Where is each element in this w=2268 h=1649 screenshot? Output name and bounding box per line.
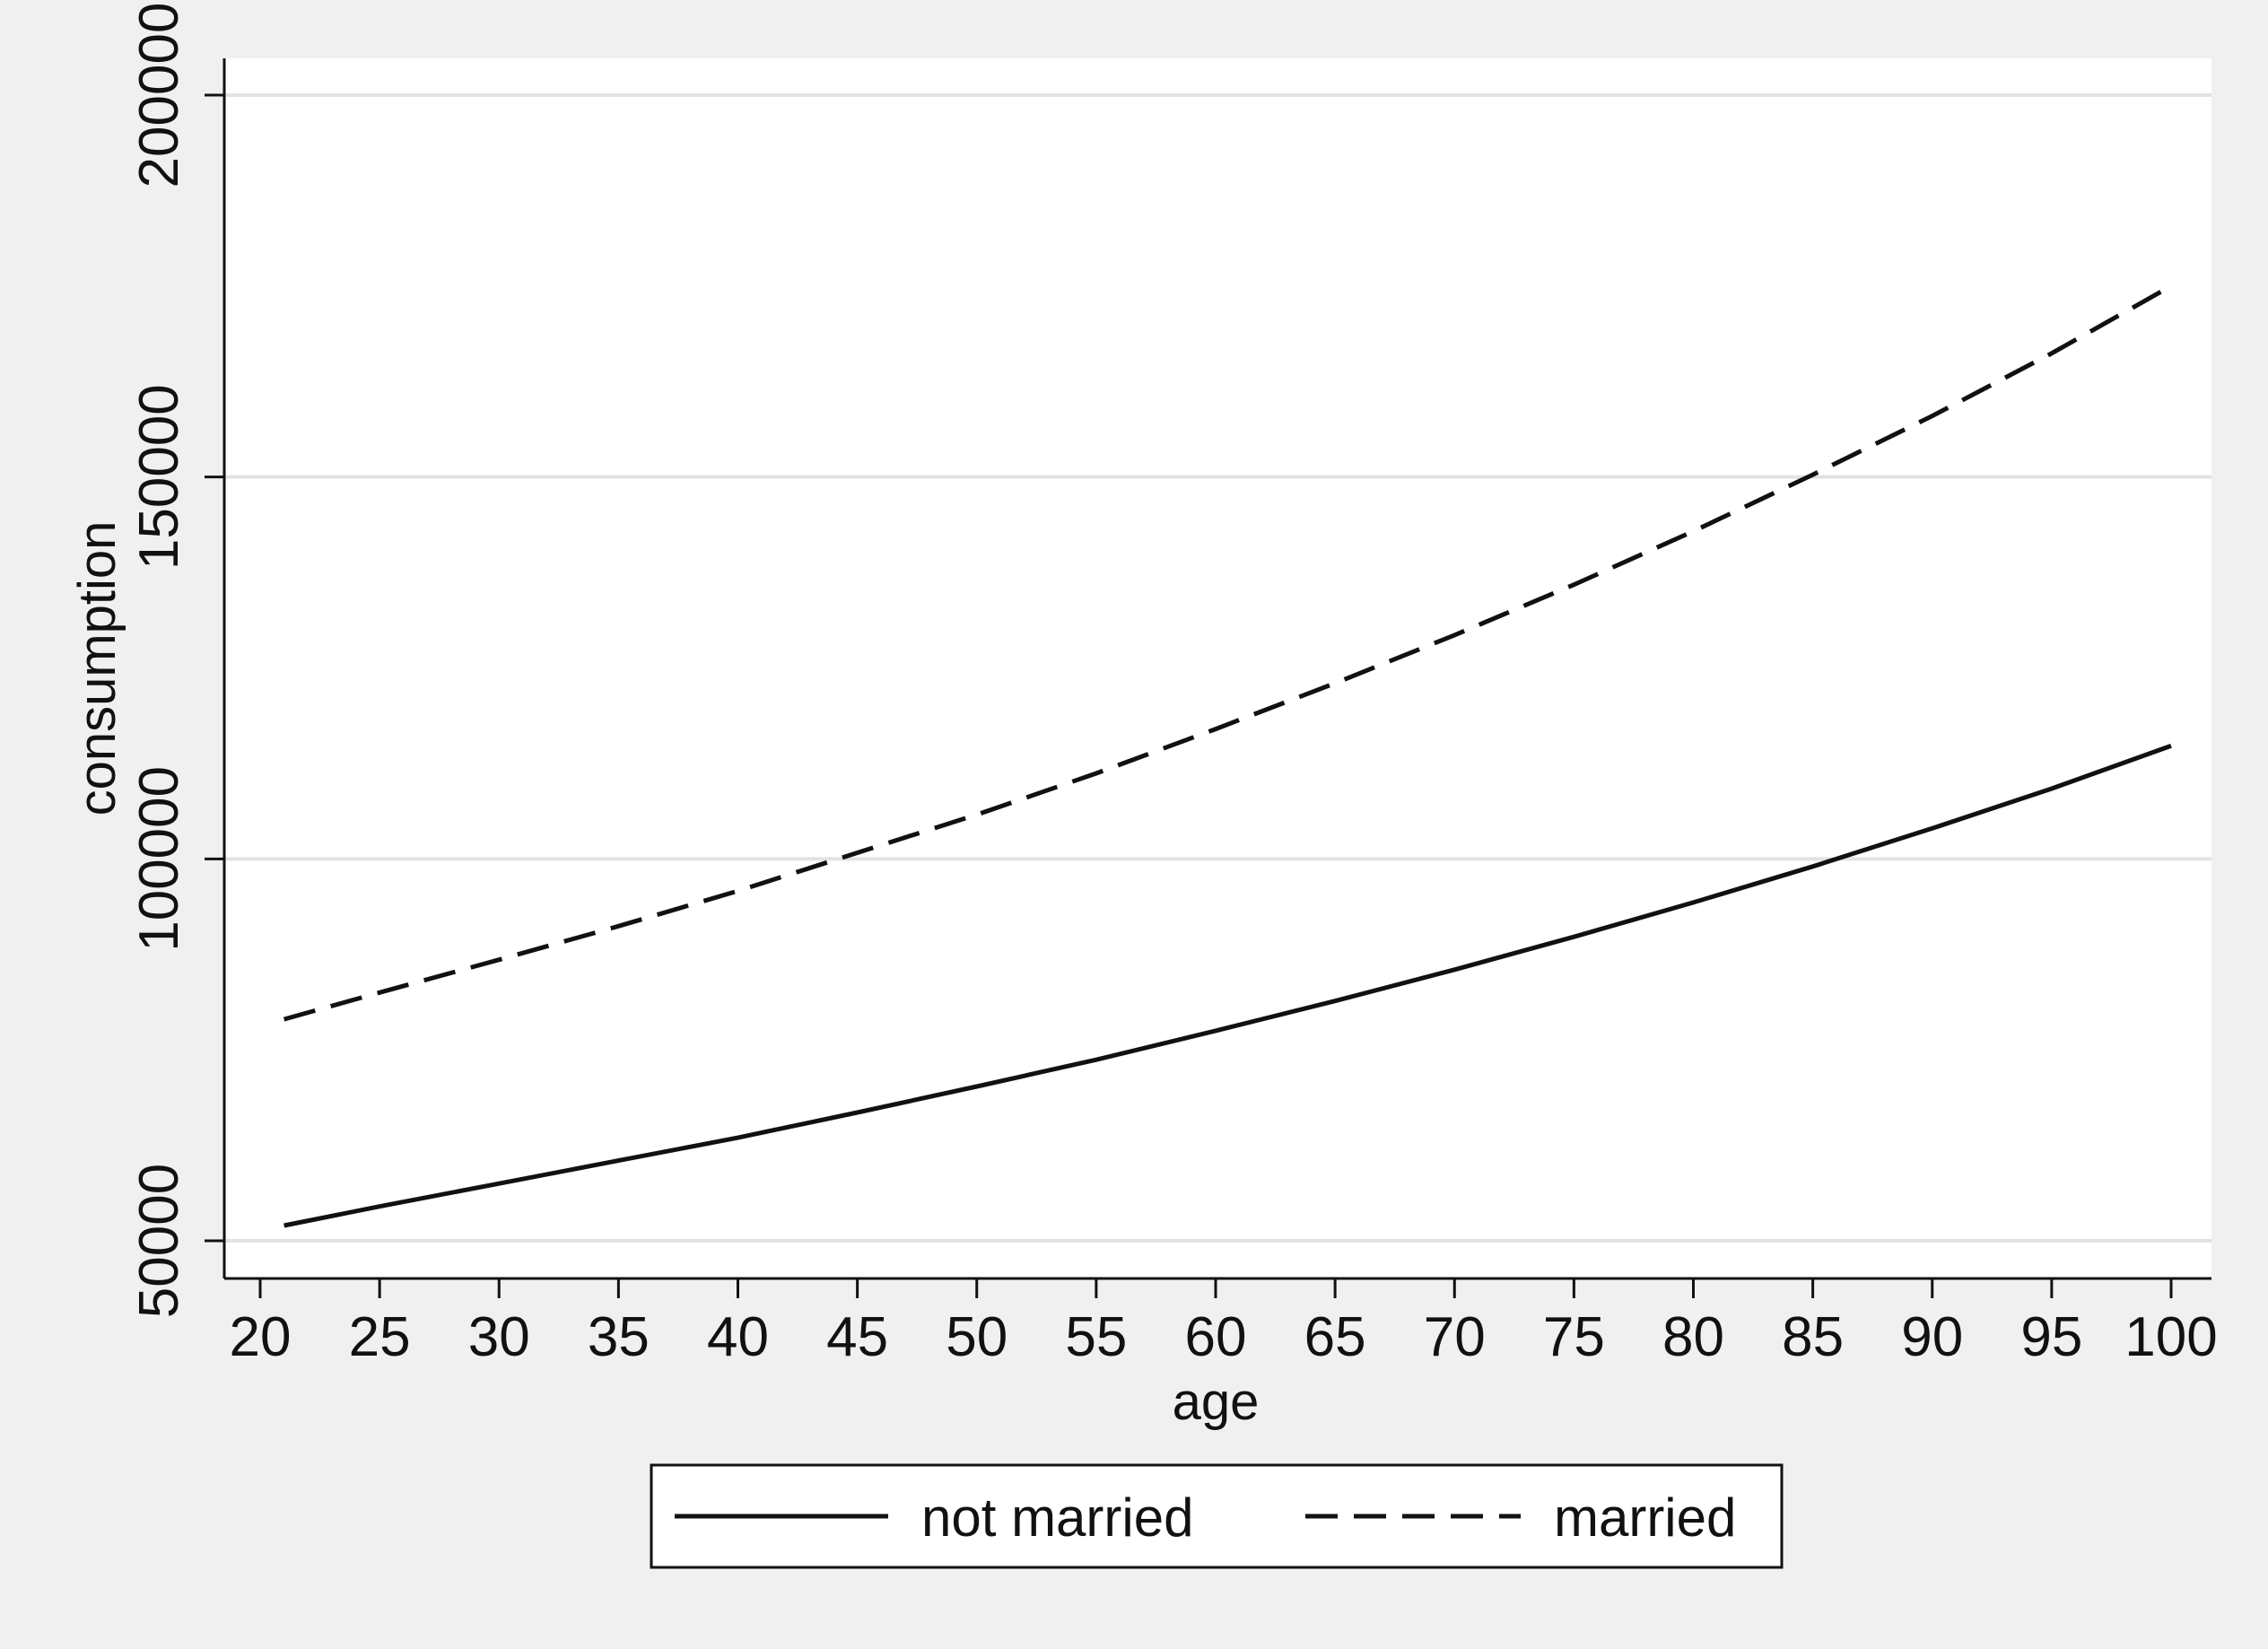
x-tick-label-70: 70 [1424,1306,1486,1368]
legend: not married married [650,1463,1784,1569]
legend-label-married: married [1554,1488,1736,1548]
x-tick-label-20: 20 [230,1306,292,1368]
x-tick-label-50: 50 [946,1306,1008,1368]
series-line-married [283,284,2173,1022]
x-tick-label-35: 35 [588,1306,650,1368]
plot-area [224,58,2211,1278]
x-tick-label-95: 95 [2020,1306,2082,1368]
x-tick-label-45: 45 [826,1306,888,1368]
y-tick-label-50000: 50000 [128,1164,190,1318]
x-tick-label-55: 55 [1065,1306,1127,1368]
x-tick-label-80: 80 [1662,1306,1724,1368]
x-tick-label-60: 60 [1185,1306,1247,1368]
y-tick-label-200000: 200000 [128,3,190,188]
x-tick-label-90: 90 [1901,1306,1963,1368]
y-ticks: 50000 100000 150000 200000 [128,3,224,1318]
x-tick-label-40: 40 [707,1306,769,1368]
y-tick-label-100000: 100000 [128,766,190,952]
y-axis-title: consumption [68,521,126,816]
series-layer [283,284,2173,1228]
x-tick-label-85: 85 [1782,1306,1844,1368]
x-tick-label-30: 30 [468,1306,530,1368]
x-axis-title: age [1173,1373,1260,1431]
gridlines [224,93,2211,1243]
legend-label-not-married: not married [921,1488,1193,1548]
series-line-not-married [284,743,2172,1228]
x-ticks: 20 25 30 35 40 45 50 55 60 65 70 75 80 85 90 95 100 [230,1278,2218,1368]
x-tick-label-100: 100 [2124,1306,2217,1368]
x-tick-label-75: 75 [1543,1306,1605,1368]
x-tick-label-25: 25 [349,1306,411,1368]
x-tick-label-65: 65 [1304,1306,1366,1368]
y-tick-label-150000: 150000 [128,384,190,570]
